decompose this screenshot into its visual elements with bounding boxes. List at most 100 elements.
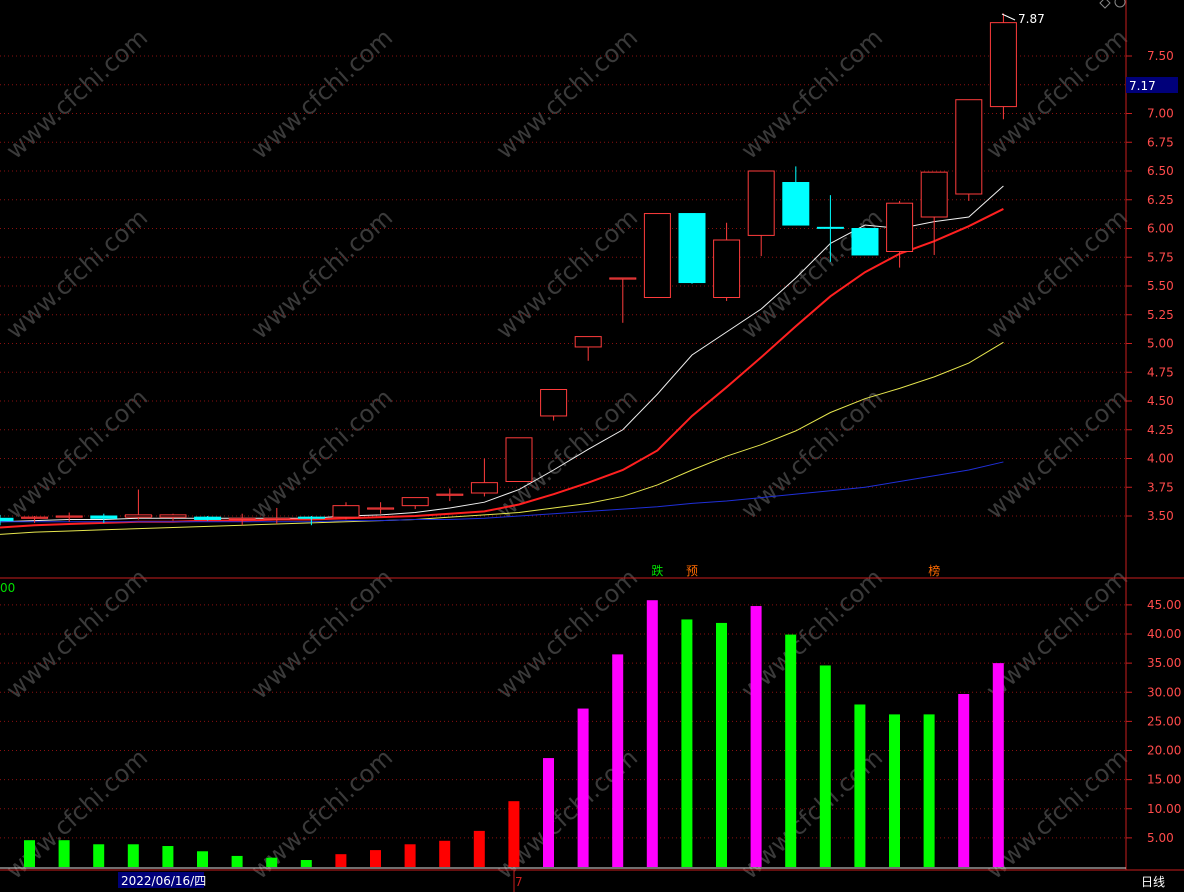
price-tick-label: 6.25	[1147, 193, 1174, 207]
volume-bar	[370, 850, 381, 867]
volume-bar	[404, 844, 416, 867]
watermark-text: www.cfchi.com	[246, 23, 398, 164]
volume-tick-label: 20.00	[1147, 744, 1181, 758]
volume-bar	[266, 857, 278, 867]
ma-line-3	[0, 341, 1004, 535]
price-tick-label: 7.00	[1147, 107, 1174, 121]
ma-line-1	[0, 185, 1004, 523]
volume-bar	[854, 704, 866, 867]
volume-axis-ticks: 5.00 10.00 15.00 20.00 25.00 30.00 35.00 40.00 4…	[1126, 598, 1181, 845]
candle-body	[367, 507, 395, 510]
volume-bar	[93, 844, 105, 867]
volume-bar	[889, 714, 900, 867]
watermark-text: www.cfchi.com	[491, 23, 643, 164]
volume-bar	[819, 665, 831, 867]
volume-bar	[577, 708, 589, 867]
volume-bar	[300, 860, 312, 867]
candle-body	[124, 514, 152, 518]
candle	[609, 277, 637, 323]
panel-frames	[0, 0, 1184, 871]
moving-average-lines	[0, 185, 1004, 535]
candle	[228, 513, 256, 526]
watermark-text: www.cfchi.com	[1, 23, 153, 164]
candle-body	[159, 514, 187, 518]
candle-body	[55, 515, 83, 518]
volume-tick-label: 45.00	[1147, 598, 1181, 612]
volume-tick-label: 40.00	[1147, 627, 1181, 641]
candle-body	[678, 213, 706, 284]
volume-bar	[439, 840, 451, 867]
signal-marker: 预	[686, 564, 698, 578]
high-price-label: 7.87	[1018, 12, 1045, 26]
volume-bar	[473, 830, 485, 867]
candlesticks	[0, 13, 1017, 526]
candle	[436, 488, 464, 502]
candle-body	[851, 228, 879, 256]
signal-marker: 跌	[651, 563, 663, 578]
candle	[678, 213, 706, 284]
price-tick-label: 3.75	[1147, 480, 1174, 494]
volume-bar	[197, 851, 208, 867]
volume-tick-label: 25.00	[1147, 714, 1181, 728]
high-price-pointer	[1001, 13, 1016, 21]
candle	[955, 99, 983, 201]
candle-body	[782, 182, 810, 226]
candle-body	[332, 505, 360, 518]
price-tick-label: 4.50	[1147, 394, 1174, 408]
volume-bar	[335, 854, 347, 867]
candle-body	[920, 171, 948, 218]
watermark-text: www.cfchi.com	[981, 203, 1133, 344]
candle	[297, 516, 325, 526]
candle-body	[228, 517, 256, 520]
watermark-text: www.cfchi.com	[981, 383, 1133, 524]
candle	[782, 166, 810, 226]
candle-body	[90, 515, 118, 519]
candle-body	[989, 22, 1017, 108]
price-tick-label: 5.00	[1147, 337, 1174, 351]
settings-icon[interactable]	[1114, 0, 1126, 8]
candle	[0, 514, 14, 526]
candle-body	[713, 239, 741, 298]
candle-body	[470, 482, 498, 494]
candle-body	[955, 99, 983, 195]
watermark-text: www.cfchi.com	[246, 383, 398, 524]
price-tick-label: 5.25	[1147, 308, 1174, 322]
volume-bar	[785, 634, 797, 867]
candle	[574, 336, 602, 361]
watermark-text: www.cfchi.com	[736, 23, 888, 164]
watermark-text: www.cfchi.com	[1, 203, 153, 344]
watermark-text: www.cfchi.com	[246, 203, 398, 344]
candle	[55, 512, 83, 522]
candle-body	[21, 516, 49, 519]
candle	[816, 195, 844, 262]
diamond-icon[interactable]	[1099, 0, 1111, 9]
price-axis-ticks: 3.50 3.75 4.00 4.25 4.50 4.75 5.00 5.25 5.50 5.75…	[1126, 49, 1174, 523]
volume-bar	[543, 758, 554, 867]
candle-body	[297, 516, 325, 519]
watermark-text: www.cfchi.com	[491, 203, 643, 344]
volume-tick-label: 30.00	[1147, 685, 1181, 699]
volume-bar	[24, 840, 35, 867]
candle-body	[816, 226, 844, 229]
price-tick-label: 6.50	[1147, 164, 1174, 178]
watermark-text: www.cfchi.com	[1, 383, 153, 524]
candle	[920, 171, 948, 255]
candle-body	[401, 497, 429, 507]
candle-body	[436, 493, 464, 496]
candle	[713, 222, 741, 301]
volume-bar	[612, 654, 624, 867]
volume-bar	[681, 619, 693, 867]
date-label: 2022/06/16/四	[121, 874, 206, 888]
candle	[90, 513, 118, 523]
volume-bar	[923, 714, 935, 867]
candle-body	[194, 516, 222, 520]
price-tick-label: 5.50	[1147, 279, 1174, 293]
candle-body	[747, 170, 775, 236]
candle	[263, 507, 291, 525]
signal-marker: 榜	[928, 563, 940, 578]
period-label[interactable]: 日线	[1141, 875, 1165, 889]
date-label-box	[118, 872, 204, 888]
price-tag-box	[1126, 77, 1178, 93]
price-tick-label: 6.00	[1147, 222, 1174, 236]
